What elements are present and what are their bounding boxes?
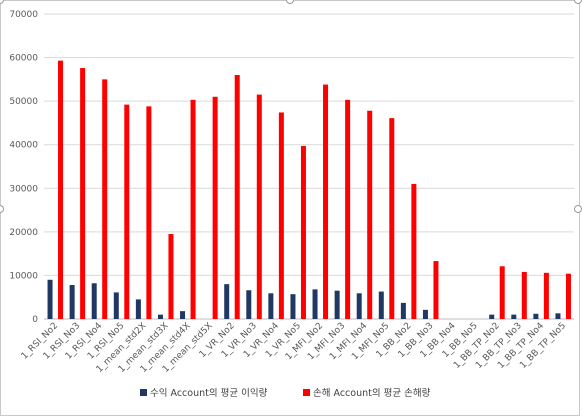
x-axis: 1_RSI_No21_RSI_No31_RSI_No41_RSI_No51_me… [20, 321, 568, 375]
bar-profit [135, 299, 141, 319]
bar-profit [356, 293, 362, 319]
bar-loss [345, 99, 351, 319]
y-tick-label: 20000 [9, 228, 38, 238]
bar-loss [80, 68, 86, 320]
bar-profit [224, 284, 230, 319]
bar-profit [400, 302, 406, 319]
bar-loss [212, 96, 218, 320]
bar-loss [433, 261, 439, 319]
bar-profit [312, 289, 318, 319]
legend-label-loss: 손해 Account의 평균 손해량 [313, 387, 431, 399]
bar-profit [113, 292, 119, 319]
y-tick-label: 70000 [9, 10, 38, 20]
gridlines [44, 13, 574, 320]
bar-loss [543, 272, 549, 319]
bar-loss [367, 110, 373, 319]
bar-profit [91, 283, 97, 319]
bar-profit [47, 279, 53, 319]
bar-loss [168, 234, 174, 319]
bar-profit [422, 309, 428, 319]
bar-loss [389, 118, 395, 319]
bar-profit [489, 314, 495, 319]
bar-profit [180, 311, 186, 319]
y-tick-label: 0 [32, 315, 38, 325]
y-tick-label: 50000 [9, 97, 38, 107]
legend-swatch-profit [140, 389, 147, 396]
y-tick-label: 30000 [9, 184, 38, 194]
bar-profit [378, 291, 384, 319]
bar-loss [565, 273, 571, 319]
bar-loss [300, 146, 306, 319]
bar-profit [533, 313, 539, 319]
y-axis: 0 10000 20000 30000 40000 50000 60000 70000 [9, 10, 38, 325]
bar-loss [190, 99, 196, 319]
bar-loss [499, 266, 505, 319]
bar-loss [256, 94, 262, 319]
bar-profit [246, 290, 252, 319]
bar-profit [555, 313, 561, 319]
bar-profit [69, 285, 75, 319]
bar-profit [290, 294, 296, 319]
bar-loss [234, 75, 240, 319]
bar-profit [268, 293, 274, 319]
bar-loss [58, 60, 64, 319]
bar-loss [124, 104, 130, 319]
bar-loss [278, 112, 284, 319]
bar-profit [157, 314, 163, 319]
bar-loss [102, 79, 108, 319]
bar-loss [323, 84, 329, 319]
bar-profit [334, 290, 340, 319]
bar-loss [146, 106, 152, 319]
bar-profit [511, 314, 517, 319]
bar-loss [521, 271, 527, 319]
legend: 수익 Account의 평균 이익량 손해 Account의 평균 손해량 [140, 387, 431, 399]
bar-loss [411, 183, 417, 319]
bars [47, 60, 571, 320]
y-tick-label: 40000 [9, 141, 38, 151]
y-tick-label: 10000 [9, 271, 38, 281]
legend-label-profit: 수익 Account의 평균 이익량 [150, 387, 268, 399]
legend-swatch-loss [303, 389, 310, 396]
y-tick-label: 60000 [9, 54, 38, 64]
